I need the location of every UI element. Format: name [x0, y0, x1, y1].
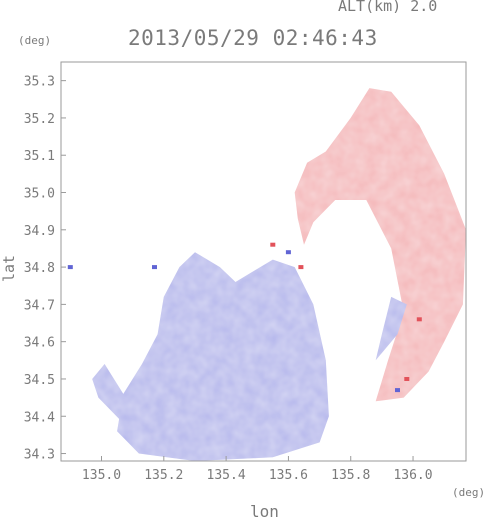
- x-axis: 135.0 135.2 135.4 135.6 135.8 136.0: [82, 456, 433, 483]
- y-tick-label: 34.5: [24, 373, 55, 388]
- y-tick-label: 34.4: [24, 410, 55, 425]
- x-unit-label: (deg): [452, 486, 486, 499]
- x-tick-label: 135.0: [82, 468, 121, 483]
- x-tick-label: 135.6: [269, 468, 308, 483]
- speckle-4: [285, 250, 291, 255]
- speckle-0: [416, 317, 422, 322]
- y-tick-label: 35.0: [24, 187, 55, 202]
- speckle-3: [298, 265, 304, 270]
- region-southwest-approaching: [117, 252, 329, 461]
- timestamp-title: 2013/05/29 02:46:43: [128, 26, 378, 50]
- speckle-6: [67, 265, 73, 270]
- y-axis: 34.3 34.4 34.5 34.6 34.7 34.8 34.9 35.0 35.1 35.2…: [24, 75, 66, 463]
- y-tick-label: 34.3: [24, 448, 55, 463]
- x-tick-label: 135.8: [331, 468, 370, 483]
- x-tick-label: 136.0: [393, 468, 432, 483]
- altitude-label: ALT(km) 2.0: [338, 0, 438, 15]
- region-northeast-receding: [294, 88, 466, 402]
- y-tick-label: 35.1: [24, 149, 55, 164]
- speckle-7: [270, 242, 276, 247]
- x-tick-label: 135.4: [207, 468, 246, 483]
- y-tick-label: 34.9: [24, 224, 55, 239]
- y-tick-label: 34.7: [24, 298, 55, 313]
- field-layer: [67, 88, 466, 461]
- y-unit-label: (deg): [18, 34, 52, 47]
- region-west-fragment: [92, 364, 136, 420]
- region-east-approaching-strip: [375, 296, 407, 361]
- y-tick-label: 34.6: [24, 336, 55, 351]
- y-tick-label: 35.2: [24, 112, 55, 127]
- y-tick-label: 35.3: [24, 75, 55, 90]
- x-tick-label: 135.2: [144, 468, 183, 483]
- plot-frame: [60, 61, 467, 462]
- speckle-2: [395, 388, 400, 393]
- x-axis-label: lon: [250, 502, 279, 521]
- speckle-1: [404, 377, 410, 381]
- speckle-5: [152, 265, 157, 270]
- y-tick-label: 34.8: [24, 261, 55, 276]
